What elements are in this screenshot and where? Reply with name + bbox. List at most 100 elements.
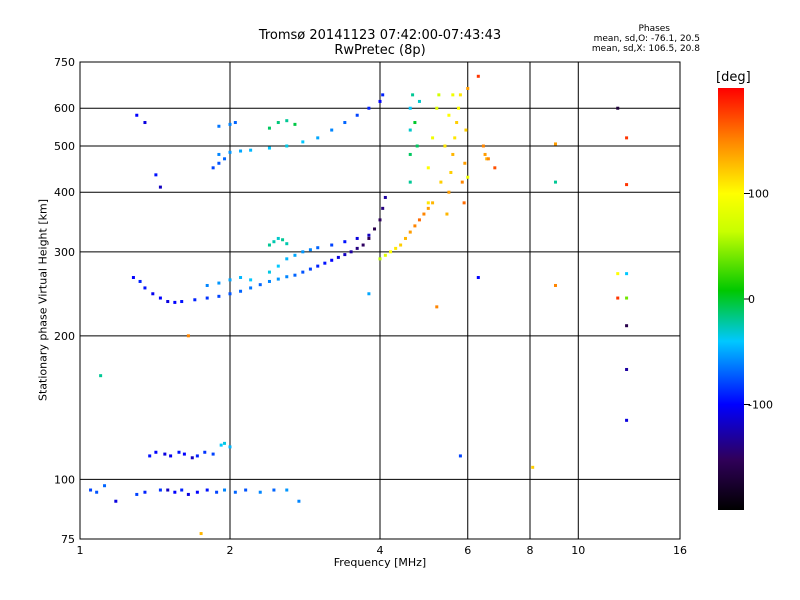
data-point <box>249 148 253 152</box>
data-point <box>285 119 289 123</box>
data-point <box>411 93 415 97</box>
data-point <box>239 289 243 293</box>
data-point <box>445 212 449 216</box>
data-point <box>211 166 215 170</box>
data-point <box>367 236 371 240</box>
data-point <box>228 150 232 154</box>
data-point <box>301 140 305 144</box>
data-point <box>267 146 271 150</box>
data-point <box>625 367 629 371</box>
data-point <box>330 243 334 247</box>
data-point <box>435 305 439 309</box>
data-point <box>135 113 139 117</box>
data-point <box>180 300 184 304</box>
data-point <box>355 246 359 250</box>
data-point <box>239 149 243 153</box>
phase-stats-x: mean, sd,X: 106.5, 20.8 <box>591 44 700 54</box>
x-tick-label: 16 <box>673 544 687 557</box>
data-point <box>422 212 426 216</box>
data-point <box>293 122 297 126</box>
data-point <box>435 106 439 110</box>
data-point <box>486 157 490 161</box>
data-point <box>272 488 276 492</box>
data-point <box>244 488 248 492</box>
y-tick-label: 500 <box>54 140 75 153</box>
data-point <box>158 488 162 492</box>
data-point <box>625 418 629 422</box>
data-point <box>426 201 430 205</box>
colorbar-tick-label: 100 <box>748 188 769 201</box>
data-point <box>408 106 412 110</box>
data-point <box>476 74 480 78</box>
x-ticks: 1 2 4 6 8 10 16 <box>77 544 688 557</box>
data-point <box>163 452 167 456</box>
data-point <box>148 454 152 458</box>
data-point <box>381 93 385 97</box>
data-point <box>258 490 262 494</box>
data-point <box>199 532 203 536</box>
data-point <box>367 292 371 296</box>
data-point <box>625 183 629 187</box>
data-point <box>449 170 453 174</box>
data-point <box>186 492 190 496</box>
data-point <box>103 484 107 488</box>
data-point <box>308 267 312 271</box>
x-tick-label: 4 <box>377 544 384 557</box>
data-point <box>426 206 430 210</box>
data-point <box>408 180 412 184</box>
data-point <box>293 273 297 277</box>
y-tick-label: 600 <box>54 102 75 115</box>
data-point <box>285 257 289 261</box>
phase-stats-title: Phases <box>638 24 670 34</box>
y-tick-label: 75 <box>61 533 75 546</box>
data-point <box>481 144 485 148</box>
y-ticks: 75 100 200 300 400 500 600 750 <box>54 56 75 546</box>
data-point <box>228 292 232 296</box>
data-point <box>343 240 347 244</box>
colorbar-tick-label: -100 <box>748 399 773 412</box>
data-point <box>276 236 280 240</box>
chart-title: Tromsø 20141123 07:42:00-07:43:43 <box>258 28 502 43</box>
data-point <box>293 253 297 257</box>
data-point <box>316 136 320 140</box>
x-tick-label: 1 <box>77 544 84 557</box>
data-point <box>431 136 435 140</box>
data-point <box>143 490 147 494</box>
data-point <box>462 201 466 205</box>
data-point <box>205 488 209 492</box>
data-point <box>476 276 480 280</box>
data-point <box>131 276 135 280</box>
data-point <box>276 264 280 268</box>
data-point <box>203 450 207 454</box>
data-point <box>166 488 170 492</box>
data-point <box>451 93 455 97</box>
data-point <box>276 277 280 281</box>
phase-stats-o: mean, sd,O: -76.1, 20.5 <box>593 34 700 44</box>
x-tick-label: 8 <box>527 544 534 557</box>
data-point <box>154 450 158 454</box>
data-point <box>413 224 417 228</box>
data-point <box>205 296 209 300</box>
data-point <box>173 490 177 494</box>
data-point <box>217 152 221 156</box>
data-point <box>177 450 181 454</box>
data-point <box>285 242 289 246</box>
data-point <box>285 488 289 492</box>
data-point <box>151 292 155 296</box>
data-point <box>316 246 320 250</box>
data-point <box>217 281 221 285</box>
data-point <box>447 190 451 194</box>
data-point <box>485 157 489 161</box>
data-point <box>408 152 412 156</box>
data-point <box>158 296 162 300</box>
data-point <box>453 136 457 140</box>
data-point <box>378 99 382 103</box>
y-tick-label: 300 <box>54 246 75 259</box>
data-point <box>378 218 382 222</box>
data-point <box>323 261 327 265</box>
data-point <box>616 272 620 276</box>
y-tick-label: 750 <box>54 56 75 69</box>
data-point <box>258 283 262 287</box>
data-point <box>169 454 173 458</box>
